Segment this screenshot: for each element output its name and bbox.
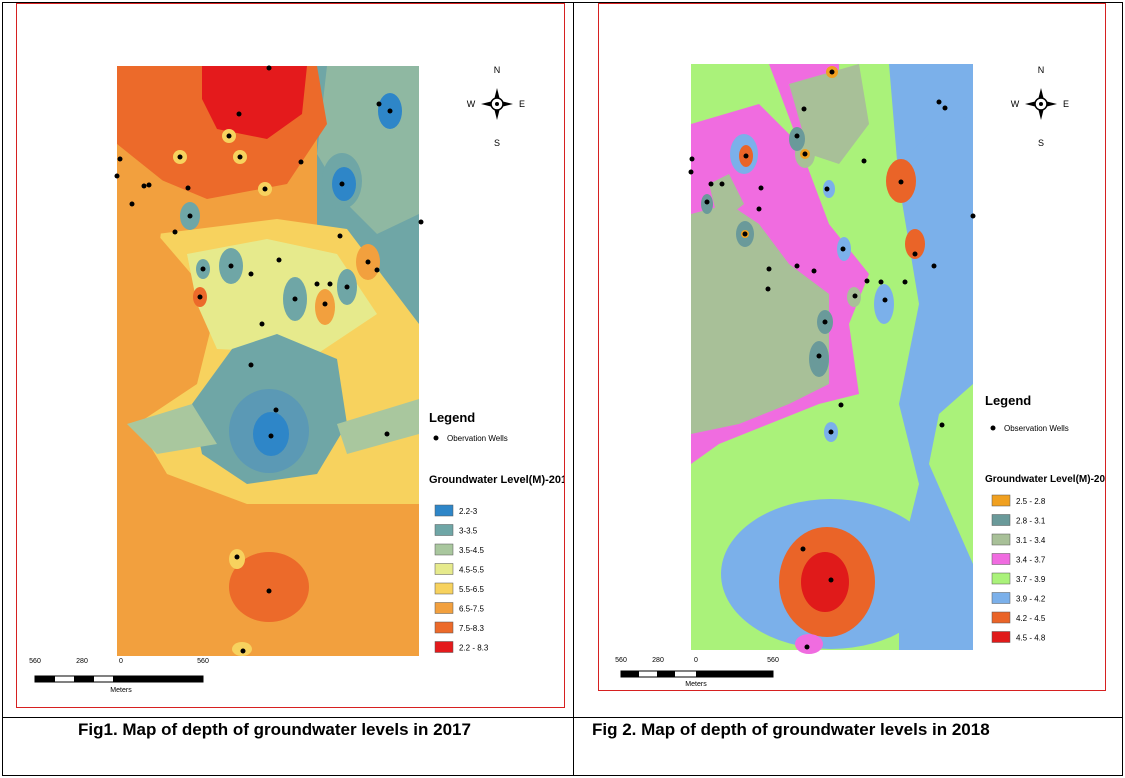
observation-wells-2018 bbox=[688, 69, 976, 650]
compass-s: S bbox=[1038, 138, 1044, 148]
legend-swatch bbox=[434, 641, 454, 653]
legend-class-label: 3.5-4.5 bbox=[459, 546, 484, 555]
legend-2018: Legend Observation Wells Groundwater Lev… bbox=[985, 393, 1117, 643]
legend-class-label: 4.2 - 4.5 bbox=[1016, 614, 1046, 623]
legend-class-label: 2.5 - 2.8 bbox=[1016, 497, 1046, 506]
legend-swatch bbox=[434, 543, 454, 556]
legend-2017: Legend Obervation Wells Groundwater Leve… bbox=[429, 410, 573, 653]
legend-swatch bbox=[434, 602, 454, 614]
legend-swatch bbox=[434, 504, 454, 517]
scale-bar-2018: 560 280 0 560 Meters bbox=[615, 657, 779, 688]
legend-swatch bbox=[991, 592, 1011, 604]
legend-wells-label: Observation Wells bbox=[1004, 424, 1069, 433]
legend-swatch bbox=[434, 524, 454, 536]
legend-class-label: 2.2-3 bbox=[459, 507, 478, 516]
map-area-2017 bbox=[117, 66, 419, 656]
legend-class-label: 2.8 - 3.1 bbox=[1016, 517, 1046, 526]
observation-wells-2017 bbox=[114, 65, 424, 654]
legend-swatch bbox=[991, 631, 1011, 643]
compass-w: W bbox=[467, 99, 476, 109]
scale-unit: Meters bbox=[110, 687, 132, 694]
legend-swatch bbox=[991, 553, 1011, 565]
figure-caption-2018: Fig 2. Map of depth of groundwater level… bbox=[592, 720, 990, 739]
figure-caption-2017: Fig1. Map of depth of groundwater levels… bbox=[78, 720, 471, 739]
compass-s: S bbox=[494, 138, 500, 148]
scale-tick: 560 bbox=[767, 657, 779, 664]
well-symbol-icon bbox=[433, 435, 439, 441]
compass-e: E bbox=[519, 99, 525, 109]
groundwater-map-2018: N S W E Legend Observation Wells Groundw… bbox=[615, 64, 1117, 688]
legend-swatch bbox=[434, 621, 454, 634]
scale-tick: 280 bbox=[76, 658, 88, 665]
legend-wells-label: Obervation Wells bbox=[447, 434, 508, 443]
map-area-2018 bbox=[691, 64, 973, 654]
scale-bar-2017: 560 280 0 560 Meters bbox=[29, 658, 209, 694]
legend-class-label: 4.5 - 4.8 bbox=[1016, 634, 1046, 643]
legend-title: Legend bbox=[429, 410, 475, 425]
compass-w: W bbox=[1011, 99, 1020, 109]
legend-classes-title: Groundwater Level(M)-2018 bbox=[985, 474, 1105, 485]
legend-class-label: 4.5-5.5 bbox=[459, 566, 484, 575]
legend-class-label: 3.9 - 4.2 bbox=[1016, 595, 1046, 604]
legend-swatch bbox=[434, 582, 454, 595]
legend-swatch bbox=[991, 514, 1011, 526]
north-arrow-icon: N S W E bbox=[467, 65, 525, 148]
legend-swatch bbox=[991, 533, 1011, 546]
legend-swatch bbox=[991, 494, 1011, 507]
legend-class-label: 5.5-6.5 bbox=[459, 585, 484, 594]
scale-tick: 0 bbox=[694, 657, 698, 664]
legend-class-label: 7.5-8.3 bbox=[459, 624, 484, 633]
table-column-divider bbox=[573, 3, 574, 775]
legend-classes-title: Groundwater Level(M)-2017 bbox=[429, 474, 564, 486]
compass-n: N bbox=[1038, 65, 1045, 75]
scale-tick: 280 bbox=[652, 657, 664, 664]
table-row-divider bbox=[3, 717, 1122, 718]
legend-class-label: 6.5-7.5 bbox=[459, 605, 484, 614]
compass-e: E bbox=[1063, 99, 1069, 109]
legend-class-label: 3.1 - 3.4 bbox=[1016, 536, 1046, 545]
legend-title: Legend bbox=[985, 393, 1031, 408]
compass-n: N bbox=[494, 65, 501, 75]
scale-tick: 560 bbox=[29, 658, 41, 665]
map-panel-2018: N S W E Legend Observation Wells Groundw… bbox=[598, 3, 1117, 691]
scale-tick: 560 bbox=[615, 657, 627, 664]
north-arrow-icon: N S W E bbox=[1011, 65, 1069, 148]
legend-class-label: 3.7 - 3.9 bbox=[1016, 575, 1046, 584]
legend-swatch bbox=[991, 572, 1011, 585]
scale-tick: 560 bbox=[197, 658, 209, 665]
scale-tick: 0 bbox=[119, 658, 123, 665]
legend-swatch bbox=[434, 563, 454, 575]
legend-class-label: 2.2 - 8.3 bbox=[459, 644, 489, 653]
scale-unit: Meters bbox=[685, 681, 707, 688]
well-symbol-icon bbox=[990, 425, 996, 431]
legend-class-label: 3.4 - 3.7 bbox=[1016, 556, 1046, 565]
legend-swatch bbox=[991, 611, 1011, 624]
legend-class-label: 3-3.5 bbox=[459, 527, 478, 536]
map-panel-2017: N S W E Legend Obervation Wells Groundwa… bbox=[16, 3, 573, 708]
groundwater-map-2017: N S W E Legend Obervation Wells Groundwa… bbox=[29, 65, 573, 694]
